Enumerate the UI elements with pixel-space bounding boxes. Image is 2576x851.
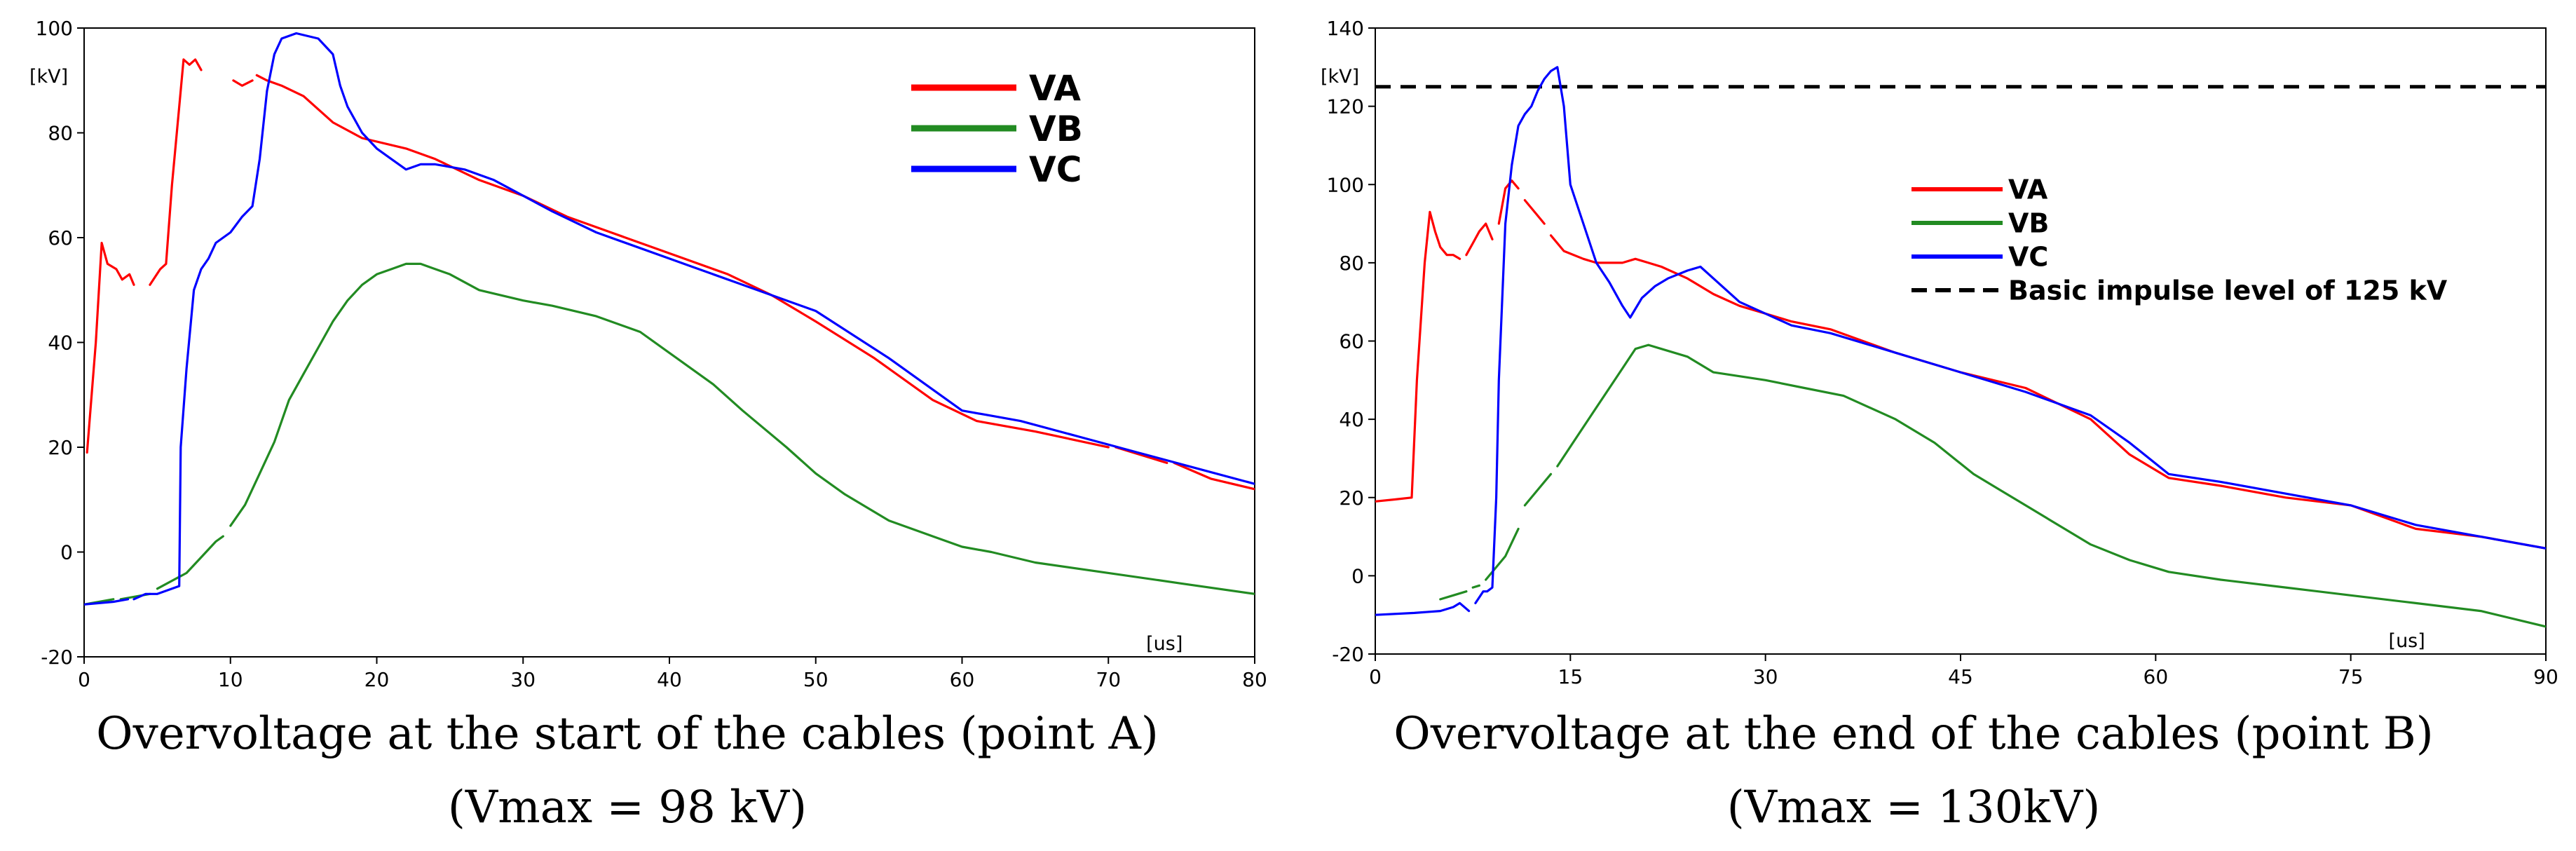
chart-b-series-vb-line [1471,584,1480,589]
chart-b-y-tick-label: 20 [1339,486,1364,510]
chart-b-x-tick-label: 90 [2533,665,2558,688]
chart-b-plot-frame [1375,27,2547,655]
chart-a-series-va-line [1173,461,1255,491]
legend-label: Basic impulse level of 125 kV [2008,275,2448,306]
chart-a-series-va-line [255,74,1110,449]
chart-b-y-tick-label: 120 [1327,95,1364,118]
chart-b-series-vc-line [1474,66,2546,605]
chart-b-x-tick-label: 75 [2338,665,2364,688]
chart-b-x-tick-label: 15 [1558,665,1583,688]
chart-a-x-tick-label: 30 [510,668,536,691]
chart-b-series-va-line [1549,234,2546,550]
chart-a-series-va-line [86,241,135,454]
chart-a-series-vb-line [156,535,224,590]
chart-b-y-unit: [kV] [1321,66,1359,88]
chart-b-x-tick-label: 45 [1948,665,1973,688]
chart-a-series-va [86,58,1255,491]
legend-label: VA [2008,175,2048,205]
chart-a-y-tick-label: 0 [60,541,73,564]
chart-a-y-unit: [kV] [29,66,68,88]
chart-a-x-tick-label: 50 [803,668,829,691]
chart-a-y-tick-label: 80 [48,122,73,145]
chart-b-series-vb-line [1556,343,2546,628]
chart-b-x-tick-label: 0 [1369,665,1382,688]
chart-a-series-vb [84,262,1255,606]
chart-b-series-vb-line [1439,590,1468,601]
chart-a-x-tick-label: 60 [950,668,975,691]
chart-b-series-vc [1375,66,2546,616]
legend-label: VC [1029,149,1082,190]
chart-a-series-vc [84,32,1255,606]
legend-label: VA [1029,68,1081,109]
chart-b-y-tick-label: 60 [1339,330,1364,353]
chart-b-y-tick-label: -20 [1332,643,1364,666]
chart-b-series-vc-line [1375,601,1471,616]
chart-b-series-vb [1439,343,2546,628]
chart-a-x-tick-label: 40 [657,668,682,691]
chart-b-series-vb-line [1485,527,1520,581]
chart-a-x-unit: [us] [1146,633,1183,655]
chart-b-x-tick-label: 60 [2144,665,2169,688]
chart-a-series-vb-line [229,262,1255,595]
chart-a-y-tick-label: 60 [48,226,73,250]
chart-a-x-tick-label: 70 [1096,668,1121,691]
chart-b-y-tick-label: 40 [1339,408,1364,431]
chart-a-series-va-line [232,79,254,87]
chart-a-x-tick-label: 0 [78,668,90,691]
chart-a-series-vc-line [84,598,130,606]
chart-b-y-tick-label: 0 [1351,564,1364,587]
chart-b-title-line-2: (Vmax = 130kV) [1726,782,2101,833]
chart-b-y-tick-label: 80 [1339,252,1364,275]
legend-label: VB [1029,109,1083,149]
legend-label: VC [2008,242,2048,273]
chart-a-y-tick-label: 40 [48,332,73,355]
chart-a-series-vc-line [132,32,1255,601]
chart-b-series-va-line [1375,210,1461,503]
chart-b-x-tick-label: 30 [1753,665,1778,688]
chart-b-series-va-line [1523,199,1546,225]
chart-a-y-tick-label: 20 [48,436,73,459]
chart-a-series-va-line [149,58,203,286]
chart-a-y-tick-label: -20 [41,646,73,669]
chart-b-y-tick-label: 140 [1327,17,1364,40]
chart-a-title-line-2: (Vmax = 98 kV) [447,782,807,833]
legend-label: VB [2008,208,2049,239]
chart-a-y-tick-label: 100 [36,17,73,40]
chart-a-x-tick-label: 80 [1242,668,1267,691]
chart-b-series-va [1375,179,2546,550]
chart-b-y-tick-label: 100 [1327,173,1364,196]
chart-b-title-line-1: Overvoltage at the end of the cables (po… [1393,708,2434,760]
chart-b-x-unit: [us] [2389,630,2425,652]
chart-a-x-tick-label: 10 [218,668,243,691]
chart-b-series-va-line [1465,222,1494,257]
chart-a-x-tick-label: 20 [364,668,390,691]
chart-a-title-line-1: Overvoltage at the start of the cables (… [96,708,1159,760]
chart-b-series-vb-line [1523,472,1553,507]
